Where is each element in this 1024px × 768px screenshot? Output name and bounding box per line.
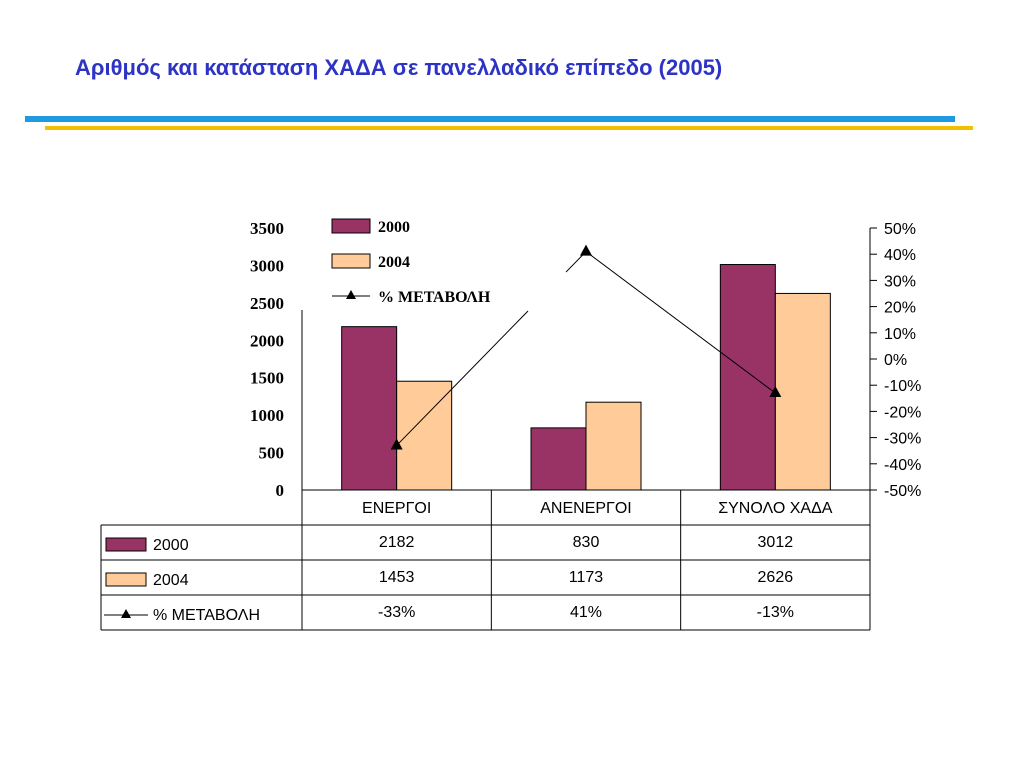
table-cell-value: 1173 [569,569,604,586]
table-cell-value: 830 [573,534,600,551]
table-cell-value: 2626 [758,569,794,586]
line-point-marker [769,386,782,398]
category-label: ΣΥΝΟΛΟ ΧΑΔΑ [718,500,833,517]
table-key-2004 [105,572,147,587]
right-tick-label: -20% [884,404,921,421]
left-tick-label: 0 [276,481,285,500]
bar-2000-1 [530,427,587,491]
right-tick-label: 30% [884,273,916,290]
bar-2004-2 [774,292,831,491]
right-tick-label: 0% [884,352,907,369]
line-segment [585,251,776,394]
slide-title: Αριθμός και κατάσταση ΧΑΔΑ σε πανελλαδικ… [75,55,723,80]
right-tick-label: 40% [884,247,916,264]
legend-marker-change [346,290,356,299]
category-label: ΑΝΕΝΕΡΓΟΙ [540,500,632,517]
table-cell-value: 1453 [379,569,415,586]
legend-label-change: % ΜΕΤΑΒΟΛΗ [378,289,491,306]
left-tick-label: 3000 [250,256,284,275]
table-series-label: 2004 [153,572,189,589]
legend-swatch-2004 [331,253,371,269]
table-cell-value: 2182 [379,534,415,551]
right-tick-label: 50% [884,221,916,238]
left-tick-label: 2000 [250,331,284,350]
line-point-marker [390,438,403,450]
right-tick-label: -40% [884,457,921,474]
table-series-label: % ΜΕΤΑΒΟΛΗ [153,607,260,624]
right-tick-label: 20% [884,300,916,317]
legend-label-2004: 2004 [378,254,410,271]
bar-2000-0 [341,326,398,491]
table-key-marker [121,609,131,618]
left-tick-label: 2500 [250,294,284,313]
right-tick-label: 10% [884,326,916,343]
title-divider-yellow [45,126,973,130]
table-cell-value: 41% [570,604,602,621]
legend-label-2000: 2000 [378,219,410,236]
table-cell-value: 3012 [758,534,794,551]
line-point-marker [580,244,592,256]
left-tick-label: 500 [259,444,285,463]
title-divider-blue [25,116,955,122]
right-tick-label: -50% [884,483,921,500]
table-series-label: 2000 [153,537,189,554]
bar-2000-2 [719,264,776,491]
table-cell-value: -13% [757,604,794,621]
category-label: ΕΝΕΡΓΟΙ [362,500,431,517]
right-tick-label: -10% [884,378,921,395]
table-cell-value: -33% [378,604,415,621]
legend-swatch-2000 [331,218,371,234]
table-key-2000 [105,537,147,552]
left-tick-label: 1500 [250,369,284,388]
right-tick-label: -30% [884,431,921,448]
left-tick-label: 3500 [250,219,284,238]
bar-2004-1 [585,401,642,491]
left-tick-label: 1000 [250,406,284,425]
line-segment [396,310,529,446]
